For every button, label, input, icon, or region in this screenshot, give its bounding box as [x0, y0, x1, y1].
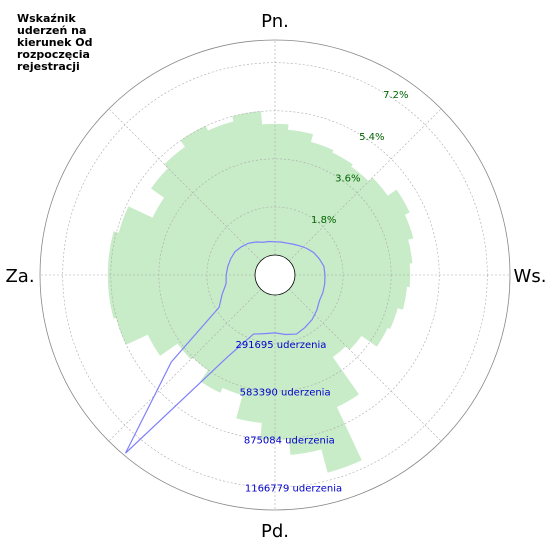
- x-tick-label: Pd.: [261, 521, 289, 542]
- count-line: [124, 240, 326, 454]
- x-tick-label: Pn.: [261, 11, 289, 32]
- y-tick-label: 7.2%: [383, 90, 408, 101]
- y2-tick-label: 875084 uderzenia: [244, 436, 335, 447]
- y2-tick-label: 291695 uderzenia: [235, 340, 326, 351]
- center-hole: [254, 254, 296, 296]
- y2-tick-label: 583390 uderzenia: [240, 388, 331, 399]
- chart-title: Wskaźnik uderzeń na kierunek Od rozpoczę…: [17, 12, 93, 73]
- y-tick-label: 1.8%: [311, 215, 336, 226]
- outer-circle: [39, 39, 511, 511]
- x-tick-label: Ws.: [514, 266, 547, 287]
- y2-tick-label: 1166779 uderzenia: [245, 483, 342, 494]
- y-tick-label: 3.6%: [335, 173, 360, 184]
- y-tick-label: 5.4%: [359, 132, 384, 143]
- x-tick-label: Za.: [5, 266, 34, 287]
